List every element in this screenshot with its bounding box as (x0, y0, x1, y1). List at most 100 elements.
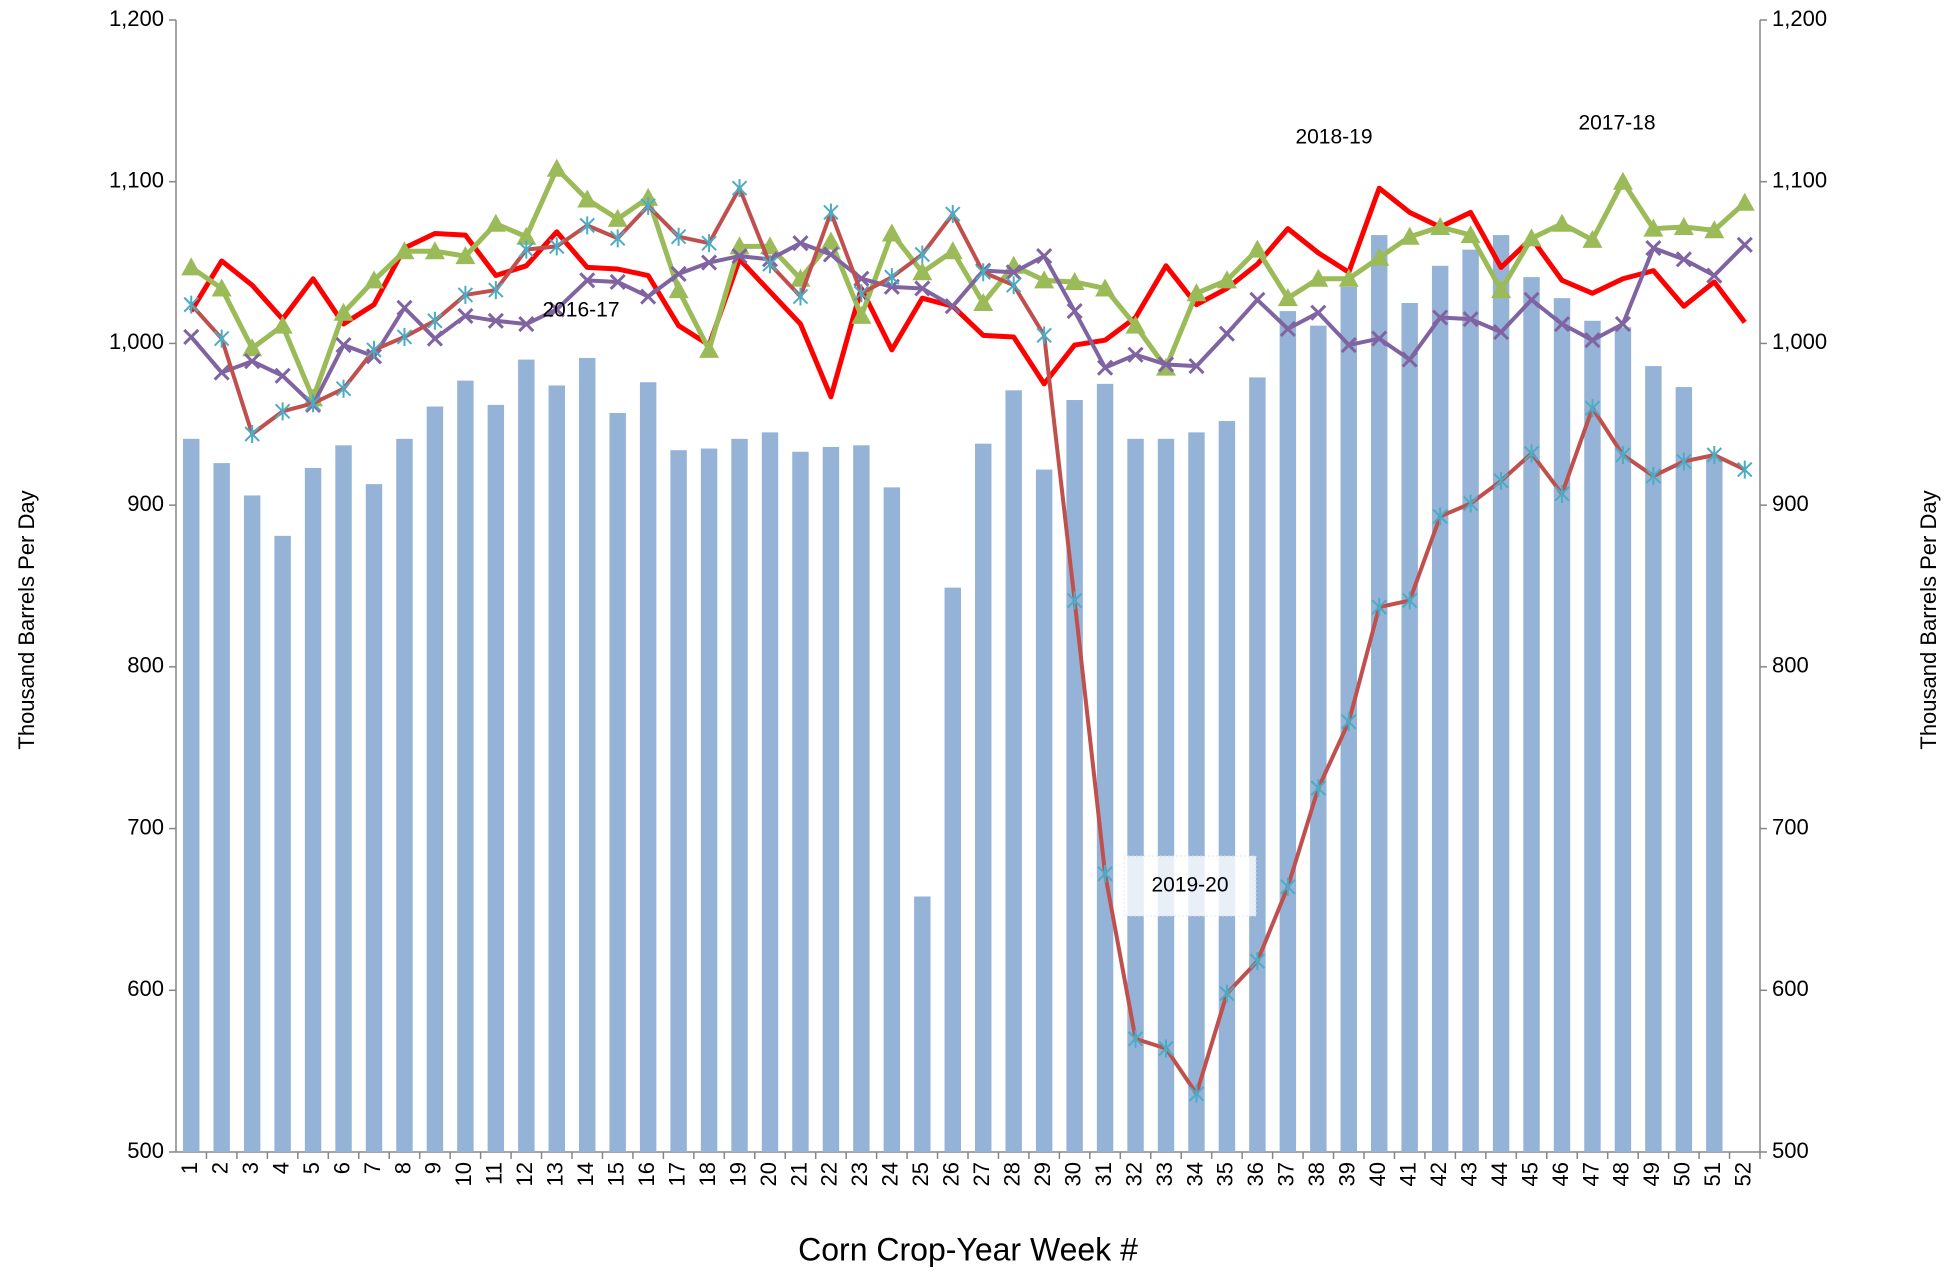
x-tick-label: 16 (634, 1162, 659, 1186)
bar (457, 380, 474, 1152)
bar (1035, 469, 1053, 1153)
marker (944, 298, 961, 315)
x-tick-label: 28 (1000, 1162, 1025, 1186)
marker (427, 311, 443, 330)
x-tick-label: 25 (908, 1162, 933, 1186)
marker (577, 189, 598, 208)
marker (731, 248, 748, 265)
marker (1066, 591, 1083, 610)
bar (396, 438, 413, 1153)
bar (213, 463, 230, 1152)
x-tick-label: 8 (390, 1162, 415, 1174)
bar (1218, 421, 1236, 1153)
marker (333, 302, 354, 321)
marker (1401, 351, 1418, 368)
x-tick-label: 24 (878, 1162, 903, 1186)
marker (396, 327, 413, 346)
bar (731, 438, 748, 1153)
x-tick-label: 33 (1152, 1162, 1177, 1186)
bar (1675, 387, 1693, 1152)
marker (211, 278, 232, 297)
marker (1066, 303, 1083, 320)
marker (914, 245, 931, 264)
bar (700, 448, 718, 1152)
x-tick-label: 11 (482, 1162, 507, 1185)
bar (487, 404, 505, 1152)
marker (1125, 315, 1146, 334)
y2-tick-label: 700 (1772, 814, 1809, 839)
marker (1645, 239, 1662, 257)
bar (761, 432, 779, 1152)
bar (883, 487, 901, 1153)
marker (820, 231, 841, 250)
bar (1645, 366, 1662, 1152)
y2-tick-label: 1,100 (1772, 168, 1827, 193)
marker (1432, 507, 1448, 526)
bar (1492, 235, 1510, 1152)
bar (822, 446, 840, 1152)
x-tick-label: 42 (1426, 1162, 1451, 1186)
marker (1064, 271, 1085, 290)
bar (944, 587, 961, 1152)
marker (640, 288, 657, 305)
marker (213, 364, 230, 381)
y-tick-label: 1,000 (109, 329, 164, 354)
x-tick-label: 10 (451, 1162, 476, 1186)
marker (975, 263, 991, 282)
marker (1158, 1039, 1174, 1058)
marker (274, 367, 291, 384)
x-tick-label: 6 (329, 1162, 354, 1174)
marker (1704, 220, 1725, 239)
marker (1157, 356, 1175, 373)
marker (1584, 332, 1601, 349)
marker (792, 235, 809, 252)
x-tick-label: 31 (1091, 1162, 1116, 1186)
bar (1310, 325, 1327, 1152)
y-axis-title: Thousand Barrels Per Day (14, 490, 39, 749)
marker (485, 213, 506, 232)
bar (1279, 311, 1297, 1153)
bar (1553, 298, 1571, 1152)
marker (1612, 171, 1633, 190)
marker (1186, 283, 1207, 302)
x-tick-label: 18 (695, 1162, 720, 1186)
marker (701, 254, 718, 271)
bar (1127, 438, 1144, 1153)
marker (366, 340, 382, 359)
x-tick-label: 9 (421, 1162, 446, 1174)
x-tick-label: 12 (512, 1162, 537, 1186)
marker (1249, 952, 1266, 971)
bar (243, 495, 261, 1152)
marker (1401, 591, 1418, 610)
marker (1340, 336, 1357, 354)
x-tick-label: 35 (1213, 1162, 1238, 1186)
x-tick-label: 2 (208, 1162, 233, 1174)
bar (1614, 327, 1632, 1152)
bar (335, 445, 352, 1152)
x-tick-label: 47 (1578, 1162, 1603, 1186)
marker (881, 223, 902, 242)
marker (1614, 315, 1631, 333)
marker (1371, 330, 1388, 347)
x-tick-label: 1 (177, 1162, 202, 1174)
x-tick-label: 52 (1731, 1162, 1756, 1186)
marker (1552, 213, 1572, 232)
marker (701, 234, 717, 253)
x-tick-label: 43 (1456, 1162, 1481, 1186)
bar (1371, 235, 1388, 1152)
marker (1734, 192, 1755, 211)
bar (579, 357, 596, 1152)
marker (912, 262, 933, 281)
x-tick-label: 32 (1121, 1162, 1146, 1186)
bar (1706, 456, 1723, 1153)
bar (426, 406, 444, 1152)
marker (1737, 460, 1753, 479)
line (189, 241, 1747, 407)
bar (518, 359, 535, 1153)
series-label: 2019-20 (1151, 874, 1228, 897)
bar (548, 385, 565, 1153)
marker (973, 293, 994, 311)
marker (1247, 239, 1268, 258)
x-tick-label: 17 (664, 1162, 689, 1186)
marker (1706, 267, 1723, 284)
